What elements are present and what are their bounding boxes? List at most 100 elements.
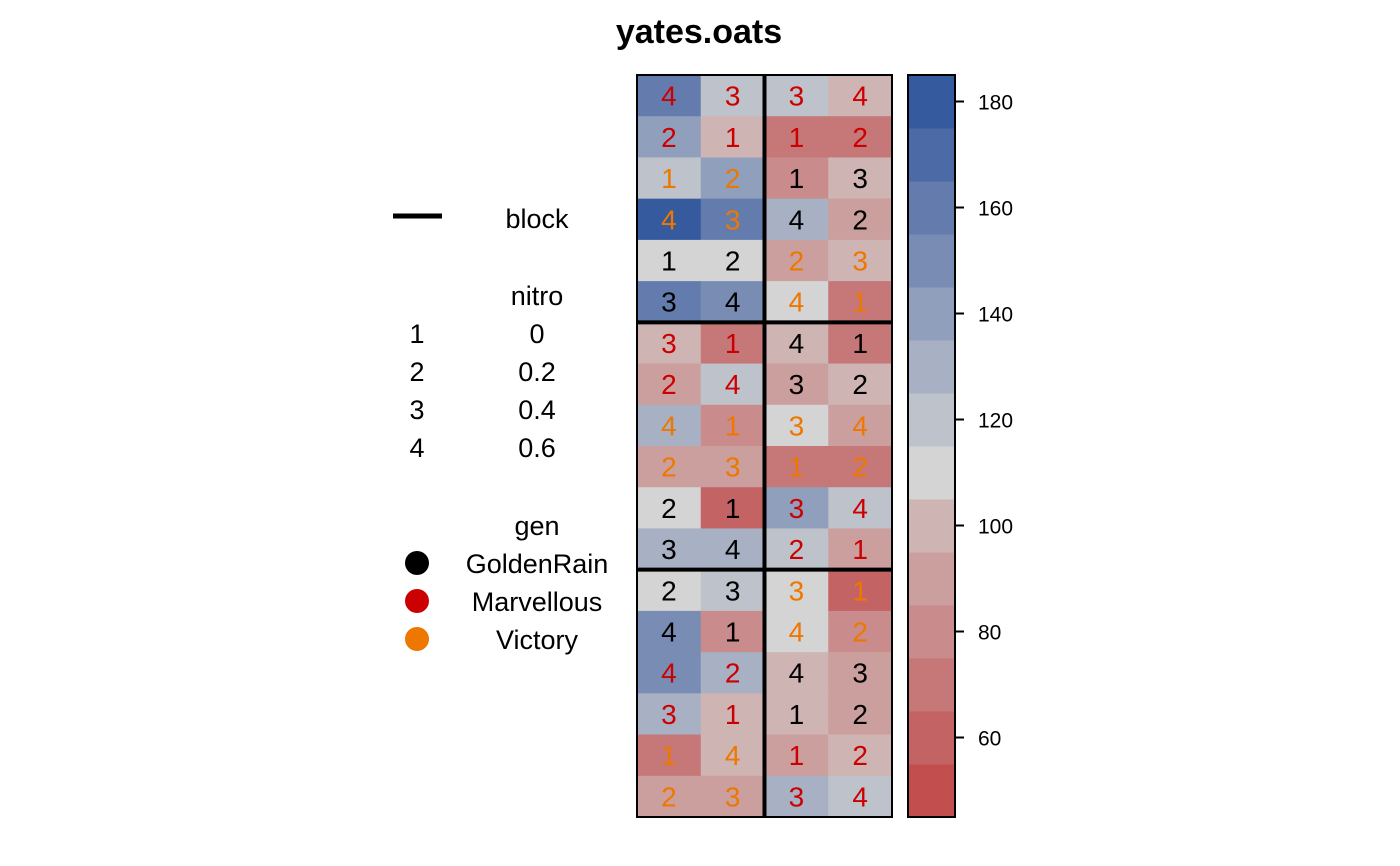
heatmap-cell bbox=[828, 404, 893, 447]
heatmap-cell bbox=[700, 281, 765, 323]
cell-label: 3 bbox=[661, 328, 677, 359]
cell-label: 2 bbox=[852, 452, 868, 483]
nitro-legend-code: 3 bbox=[409, 395, 424, 425]
cell-label: 1 bbox=[852, 575, 868, 606]
cell-label: 1 bbox=[725, 699, 741, 730]
colorbar-tick-label: 160 bbox=[978, 198, 1013, 221]
heatmap-border bbox=[636, 74, 893, 818]
heatmap-cell bbox=[700, 75, 765, 117]
heatmap-cell bbox=[764, 116, 829, 158]
colorbar-segment bbox=[908, 552, 955, 606]
cell-label: 3 bbox=[789, 81, 805, 112]
heatmap-cell bbox=[828, 775, 893, 818]
cell-label: 4 bbox=[725, 369, 741, 400]
colorbar-segment bbox=[908, 499, 955, 553]
cell-label: 4 bbox=[661, 204, 677, 235]
heatmap-cell bbox=[828, 116, 893, 158]
cell-label: 4 bbox=[725, 534, 741, 565]
cell-label: 2 bbox=[789, 534, 805, 565]
heatmap-cell bbox=[764, 569, 829, 612]
cell-label: 4 bbox=[852, 493, 868, 524]
cell-label: 1 bbox=[789, 740, 805, 771]
heatmap-cell bbox=[764, 775, 829, 818]
cell-label: 2 bbox=[661, 781, 677, 812]
heatmap-cell bbox=[700, 693, 765, 736]
gen-legend-marker bbox=[405, 589, 429, 613]
heatmap-cell bbox=[828, 363, 893, 406]
heatmap-cell bbox=[764, 404, 829, 447]
gen-legend-marker bbox=[405, 627, 429, 651]
cell-label: 1 bbox=[852, 534, 868, 565]
cell-label: 4 bbox=[852, 410, 868, 441]
heatmap-cell bbox=[828, 652, 893, 694]
heatmap-cell bbox=[637, 198, 702, 241]
heatmap-cell bbox=[637, 569, 702, 612]
heatmap-cell bbox=[700, 404, 765, 447]
colorbar-segment bbox=[908, 658, 955, 712]
cell-label: 4 bbox=[852, 781, 868, 812]
heatmap-cell bbox=[828, 239, 893, 282]
cell-label: 1 bbox=[725, 328, 741, 359]
colorbar bbox=[907, 74, 956, 818]
cell-label: 1 bbox=[661, 740, 677, 771]
colorbar-segment bbox=[908, 340, 955, 394]
heatmap-cell bbox=[637, 75, 702, 117]
cell-label: 2 bbox=[725, 246, 741, 277]
heatmap-cell bbox=[700, 239, 765, 282]
cell-label: 1 bbox=[661, 246, 677, 277]
heatmap-cell bbox=[764, 528, 829, 571]
heatmap-cell bbox=[764, 322, 829, 365]
heatmap-cell bbox=[700, 363, 765, 406]
cell-label: 1 bbox=[789, 699, 805, 730]
cell-label: 1 bbox=[789, 452, 805, 483]
heatmap-cell bbox=[828, 446, 893, 488]
cell-label: 2 bbox=[852, 122, 868, 153]
gen-legend-label: Marvellous bbox=[472, 587, 603, 617]
gen-legend-marker bbox=[405, 551, 429, 575]
block-legend-title: block bbox=[505, 204, 569, 234]
cell-label: 3 bbox=[852, 163, 868, 194]
heatmap-cell bbox=[764, 610, 829, 653]
cell-label: 3 bbox=[789, 781, 805, 812]
heatmap-cell bbox=[700, 198, 765, 241]
heatmap-cell bbox=[700, 487, 765, 529]
heatmap-cell bbox=[637, 322, 702, 365]
colorbar-segment bbox=[908, 128, 955, 182]
gen-legend-entries: GoldenRain Marvellous Victory bbox=[405, 549, 608, 655]
colorbar-segment bbox=[908, 287, 955, 341]
heatmap-cell bbox=[764, 487, 829, 529]
nitro-legend-value: 0.2 bbox=[518, 357, 556, 387]
cell-label: 2 bbox=[852, 699, 868, 730]
colorbar-tick-label: 120 bbox=[978, 410, 1013, 433]
cell-label: 4 bbox=[661, 81, 677, 112]
heatmap-cell bbox=[637, 775, 702, 818]
colorbar-tick-label: 180 bbox=[978, 92, 1013, 115]
heatmap-cell bbox=[637, 652, 702, 694]
cell-label: 1 bbox=[789, 122, 805, 153]
heatmap-cell bbox=[764, 693, 829, 736]
colorbar-segment bbox=[908, 234, 955, 288]
cell-label: 3 bbox=[725, 781, 741, 812]
heatmap-cell bbox=[828, 198, 893, 241]
heatmap-cell bbox=[700, 610, 765, 653]
legend: block nitro 1 0 2 0.2 3 0.4 4 0.6 gen GoldenRai… bbox=[393, 204, 608, 655]
heatmap-cell bbox=[637, 116, 702, 158]
colorbar-segment bbox=[908, 446, 955, 500]
cell-label: 2 bbox=[661, 493, 677, 524]
cell-label: 3 bbox=[789, 369, 805, 400]
heatmap-cell bbox=[700, 157, 765, 200]
heatmap-cell bbox=[764, 281, 829, 323]
colorbar-ticks: 60 80 100 120 140 160 180 bbox=[955, 92, 1013, 751]
cell-label: 4 bbox=[789, 287, 805, 318]
heatmap-cell bbox=[637, 157, 702, 200]
cell-label: 4 bbox=[661, 617, 677, 648]
heatmap-cell bbox=[828, 487, 893, 529]
heatmap-cell bbox=[700, 116, 765, 158]
heatmap-cell bbox=[764, 239, 829, 282]
cell-label: 1 bbox=[725, 617, 741, 648]
heatmap-cell bbox=[700, 652, 765, 694]
heatmap-cell bbox=[764, 363, 829, 406]
nitro-legend-value: 0.6 bbox=[518, 433, 556, 463]
heatmap-cell bbox=[637, 404, 702, 447]
